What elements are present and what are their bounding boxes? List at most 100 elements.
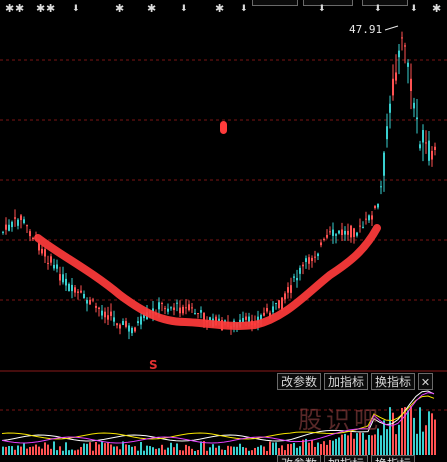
volume-bar: [368, 434, 370, 455]
volume-bar: [44, 442, 46, 455]
volume-bar: [332, 440, 334, 455]
volume-bar: [266, 450, 268, 455]
top-tab-3[interactable]: [362, 0, 408, 6]
volume-bar: [434, 419, 436, 455]
candle-body: [350, 225, 352, 238]
volume-bar: [299, 446, 301, 455]
volume-bar: [248, 450, 250, 455]
candle-body: [365, 218, 367, 220]
candle-body: [47, 262, 49, 264]
volume-bar: [308, 442, 310, 455]
candle-body: [53, 264, 55, 269]
candle-body: [116, 323, 118, 326]
add-indicator-button[interactable]: 加指标: [324, 373, 368, 390]
candle-body: [104, 311, 106, 318]
candle-body: [134, 327, 136, 332]
volume-bar: [131, 446, 133, 455]
close-icon[interactable]: ✕: [418, 373, 433, 390]
candle-body: [101, 310, 103, 316]
candle-body: [131, 327, 133, 334]
volume-bar: [59, 446, 61, 455]
volume-bar: [227, 445, 229, 455]
candle-body: [95, 305, 97, 308]
volume-bar: [311, 440, 313, 455]
candle-body: [119, 324, 121, 329]
candle-body: [425, 142, 427, 144]
volume-bar: [89, 442, 91, 455]
volume-bar: [140, 441, 142, 455]
switch-indicator-button-2[interactable]: 换指标: [371, 455, 415, 462]
change-params-button[interactable]: 改参数: [277, 373, 321, 390]
volume-bar: [107, 442, 109, 455]
volume-bar: [20, 446, 22, 455]
candle-body: [338, 230, 340, 234]
candle-body: [56, 264, 58, 269]
volume-bar: [17, 445, 19, 455]
volume-bar: [170, 442, 172, 455]
volume-bar: [224, 449, 226, 455]
volume-bar: [350, 432, 352, 455]
candle-body: [269, 312, 271, 317]
candle-body: [260, 314, 262, 320]
candle-body: [26, 225, 28, 227]
candle-body: [281, 297, 283, 310]
volume-bar: [221, 449, 223, 455]
volume-bar: [203, 441, 205, 455]
volume-bar: [128, 445, 130, 455]
volume-bar: [68, 450, 70, 455]
volume-bar: [137, 450, 139, 455]
volume-bar: [341, 434, 343, 455]
top-tab-2[interactable]: [303, 0, 353, 6]
volume-ma-magenta: [1, 392, 435, 444]
star-marker-icon: ✱: [215, 2, 225, 15]
volume-bar: [164, 449, 166, 455]
candle-body: [59, 274, 61, 281]
candle-body: [203, 312, 205, 321]
add-indicator-button-2[interactable]: 加指标: [324, 455, 368, 462]
candle-body: [107, 315, 109, 320]
volume-bar: [149, 446, 151, 455]
volume-bar: [188, 446, 190, 455]
candle-body: [314, 256, 316, 258]
candle-body: [374, 206, 376, 209]
volume-bar: [293, 442, 295, 455]
change-params-button-2[interactable]: 改参数: [277, 455, 321, 462]
candle-body: [410, 78, 412, 92]
candle-body: [167, 308, 169, 312]
candle-body: [323, 238, 325, 240]
candle-body: [185, 307, 187, 309]
switch-indicator-button[interactable]: 换指标: [371, 373, 415, 390]
volume-bar: [305, 438, 307, 455]
volume-bar: [176, 443, 178, 455]
candle-body: [287, 287, 289, 293]
candle-body: [434, 146, 436, 150]
volume-bar: [245, 447, 247, 455]
candle-body: [362, 226, 364, 228]
volume-bar: [53, 441, 55, 455]
candle-body: [32, 237, 34, 240]
top-tab-1[interactable]: [252, 0, 298, 6]
volume-bar: [278, 448, 280, 455]
volume-bar: [23, 443, 25, 455]
volume-bar: [167, 447, 169, 455]
candle-body: [419, 144, 421, 149]
candle-body: [290, 285, 292, 293]
candle-body: [89, 299, 91, 305]
candle-body: [317, 253, 319, 257]
volume-bar: [80, 446, 82, 455]
volume-bar: [251, 450, 253, 455]
volume-bar: [155, 448, 157, 455]
candle-body: [389, 103, 391, 113]
volume-bar: [365, 439, 367, 455]
red-dot-marker: [220, 121, 227, 134]
volume-bar: [320, 444, 322, 455]
candle-body: [110, 311, 112, 316]
volume-bar: [371, 435, 373, 455]
candle-body: [143, 314, 145, 319]
candle-body: [14, 217, 16, 219]
candle-body: [263, 312, 265, 316]
volume-bar: [125, 444, 127, 455]
volume-bar: [134, 446, 136, 455]
